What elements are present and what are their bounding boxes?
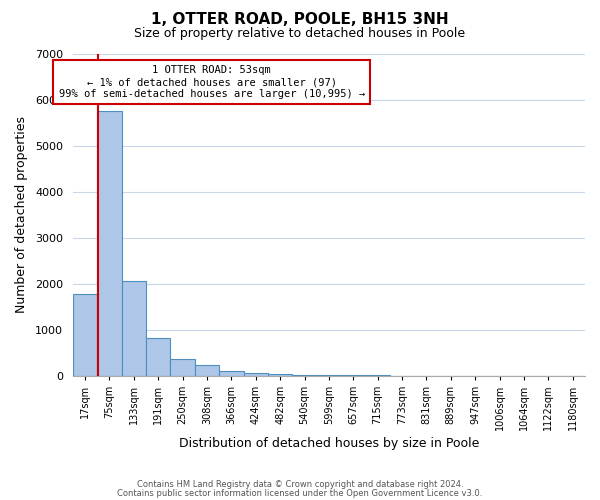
Bar (146, 338, 170, 376)
Text: 1, OTTER ROAD, POOLE, BH15 3NH: 1, OTTER ROAD, POOLE, BH15 3NH (151, 12, 449, 28)
Text: 1 OTTER ROAD: 53sqm
← 1% of detached houses are smaller (97)
99% of semi-detache: 1 OTTER ROAD: 53sqm ← 1% of detached hou… (59, 66, 365, 98)
Bar (73, 294, 97, 376)
Bar (219, 370, 244, 376)
Bar (244, 373, 268, 376)
X-axis label: Distribution of detached houses by size in Poole: Distribution of detached houses by size … (179, 437, 479, 450)
Bar (268, 374, 292, 376)
Text: Contains public sector information licensed under the Open Government Licence v3: Contains public sector information licen… (118, 488, 482, 498)
Y-axis label: Number of detached properties: Number of detached properties (15, 116, 28, 314)
Text: Size of property relative to detached houses in Poole: Size of property relative to detached ho… (134, 28, 466, 40)
Text: Contains HM Land Registry data © Crown copyright and database right 2024.: Contains HM Land Registry data © Crown c… (137, 480, 463, 489)
Bar (195, 365, 219, 376)
Bar (170, 359, 195, 376)
Bar (97, 112, 122, 376)
Bar (122, 282, 146, 376)
Bar (292, 375, 317, 376)
